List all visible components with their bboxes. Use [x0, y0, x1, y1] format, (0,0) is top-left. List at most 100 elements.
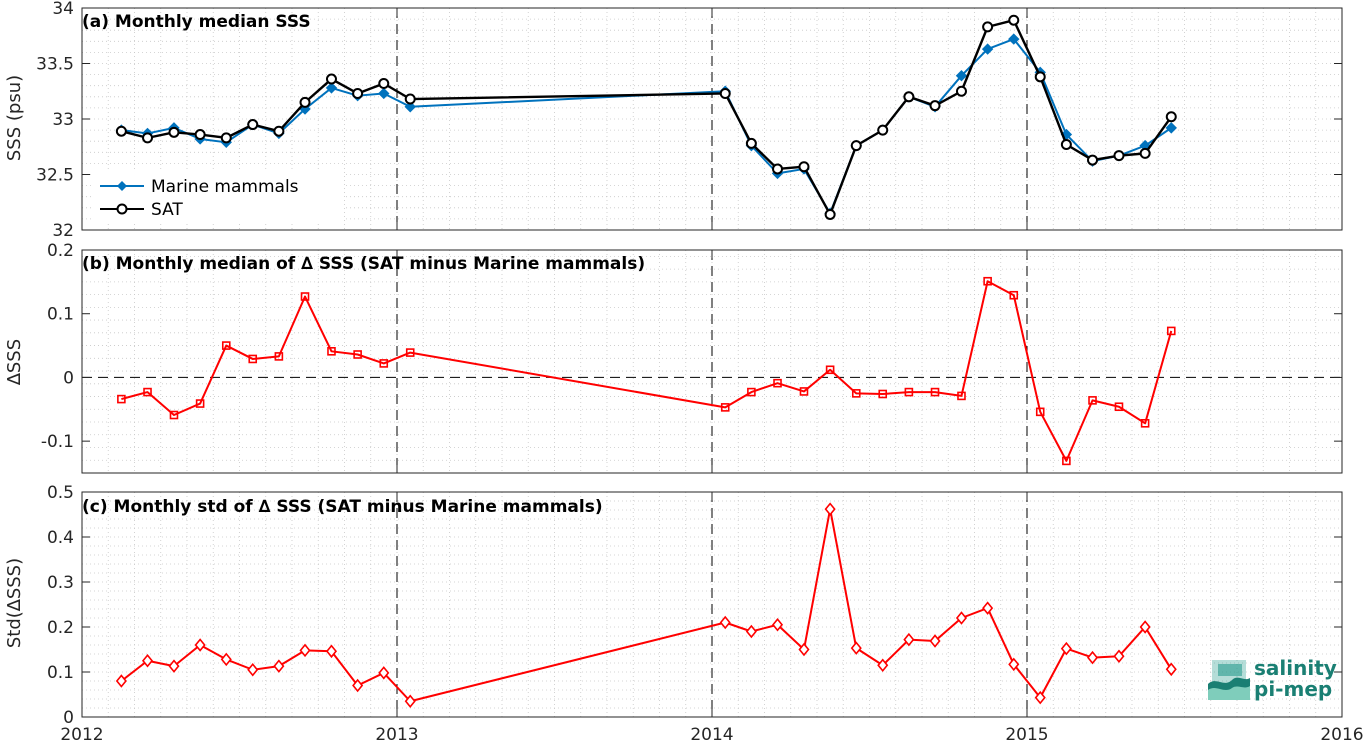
data-point-diamond	[352, 678, 364, 693]
logo-text-line1: salinity	[1254, 656, 1337, 680]
legend-label-sat: SAT	[151, 200, 183, 220]
data-point-circle	[1060, 139, 1072, 151]
x-tick-label: 2012	[60, 725, 103, 745]
data-point-circle	[1165, 111, 1177, 123]
data-point-circle	[1139, 147, 1151, 159]
data-point-circle	[903, 91, 915, 103]
data-point-square	[143, 387, 152, 397]
data-point-square	[248, 354, 258, 364]
panel-b-title: (b) Monthly median of ∆ SSS (SAT minus M…	[82, 254, 645, 274]
y-tick-label: 0.5	[47, 483, 74, 503]
data-point-diamond	[903, 632, 915, 647]
data-point-diamond	[325, 82, 338, 94]
data-point-diamond	[1113, 649, 1125, 664]
data-point-circle	[745, 137, 757, 149]
data-point-diamond	[404, 694, 416, 709]
data-point-circle	[352, 87, 364, 99]
data-point-square	[1166, 326, 1176, 336]
panel-c-ylabel: Std(∆SSS)	[4, 558, 25, 648]
legend-marker-sat	[116, 203, 128, 215]
data-point-diamond	[378, 87, 390, 100]
data-point-diamond	[981, 43, 994, 55]
data-point-square	[851, 389, 861, 398]
data-point-square	[799, 387, 809, 396]
data-point-square	[300, 292, 310, 301]
y-tick-label: 32	[52, 221, 74, 241]
data-point-square	[405, 348, 415, 357]
y-tick-label: 34	[52, 0, 74, 19]
data-point-diamond	[982, 601, 994, 615]
data-point-diamond	[955, 70, 968, 82]
data-point-circle	[404, 93, 416, 105]
data-point-square	[169, 410, 179, 420]
y-tick-label: 0.4	[47, 528, 74, 548]
data-point-diamond	[325, 644, 338, 659]
y-tick-label: 33	[52, 110, 74, 130]
data-point-circle	[955, 85, 967, 97]
data-point-circle	[850, 140, 862, 152]
panel-c-title: (c) Monthly std of ∆ SSS (SAT minus Mari…	[82, 497, 603, 517]
data-point-diamond	[1086, 650, 1099, 665]
data-point-diamond	[194, 638, 206, 652]
series-line-delta	[120, 508, 1173, 703]
panel-c-monthly-std-delta-sss: (c) Monthly std of ∆ SSS (SAT minus Mari…	[4, 483, 1364, 745]
panel-a-ylabel: SSS (psu)	[4, 75, 25, 161]
data-point-circle	[1008, 14, 1020, 26]
data-point-diamond	[929, 634, 941, 648]
data-point-square	[221, 341, 231, 350]
data-point-square	[1035, 407, 1045, 417]
data-point-square	[825, 365, 835, 375]
data-point-diamond	[1060, 641, 1072, 656]
data-point-circle	[247, 119, 259, 131]
y-tick-label: 0.2	[47, 241, 74, 261]
data-point-square	[1088, 396, 1097, 405]
data-point-square	[1062, 456, 1071, 466]
y-tick-label: 0.2	[47, 618, 74, 638]
data-point-square	[327, 347, 336, 356]
data-point-circle	[142, 132, 154, 144]
y-tick-label: 0.3	[47, 573, 74, 593]
x-tick-label: 2013	[375, 725, 418, 745]
data-point-square	[720, 403, 730, 412]
data-point-circle	[929, 100, 941, 112]
data-point-circle	[798, 161, 810, 173]
data-point-square	[1140, 419, 1150, 428]
data-point-square	[274, 352, 284, 361]
salinity-pi-mep-logo: salinity pi-mep	[1206, 656, 1366, 706]
data-point-circle	[378, 77, 390, 89]
data-point-diamond	[719, 615, 731, 630]
legend: Marine mammals SAT	[92, 170, 344, 224]
logo-text-line2: pi-mep	[1254, 677, 1333, 701]
data-point-diamond	[1034, 690, 1046, 705]
data-point-circle	[168, 126, 180, 138]
series-line-delta	[121, 280, 1173, 462]
panel-background-grid	[82, 492, 1342, 717]
y-tick-label: -0.1	[41, 432, 74, 452]
data-point-square	[195, 399, 205, 408]
panel-background-grid	[82, 250, 1342, 473]
legend-box	[92, 170, 344, 224]
data-point-square	[1009, 290, 1019, 300]
data-point-circle	[220, 132, 232, 144]
data-point-square	[878, 389, 888, 399]
y-tick-label: 0	[63, 368, 74, 388]
y-tick-label: 32.5	[36, 166, 74, 186]
data-point-diamond	[220, 652, 232, 667]
data-point-square	[747, 387, 756, 397]
data-point-diamond	[247, 662, 259, 677]
legend-label-marine-mammals: Marine mammals	[151, 177, 299, 197]
data-point-circle	[982, 21, 994, 33]
data-point-diamond	[141, 653, 154, 668]
data-point-circle	[299, 96, 311, 108]
data-point-diamond	[1008, 657, 1020, 672]
panel-b-monthly-median-delta-sss: (b) Monthly median of ∆ SSS (SAT minus M…	[4, 241, 1343, 474]
legend-marker-marine-mammals	[117, 181, 127, 191]
data-point-circle	[772, 163, 784, 175]
y-tick-label: 0	[63, 708, 74, 728]
data-point-diamond	[745, 624, 757, 639]
logo-wave-icon	[1208, 660, 1250, 700]
data-point-square	[957, 391, 966, 401]
data-point-circle	[824, 208, 836, 220]
data-point-circle	[1113, 150, 1125, 162]
